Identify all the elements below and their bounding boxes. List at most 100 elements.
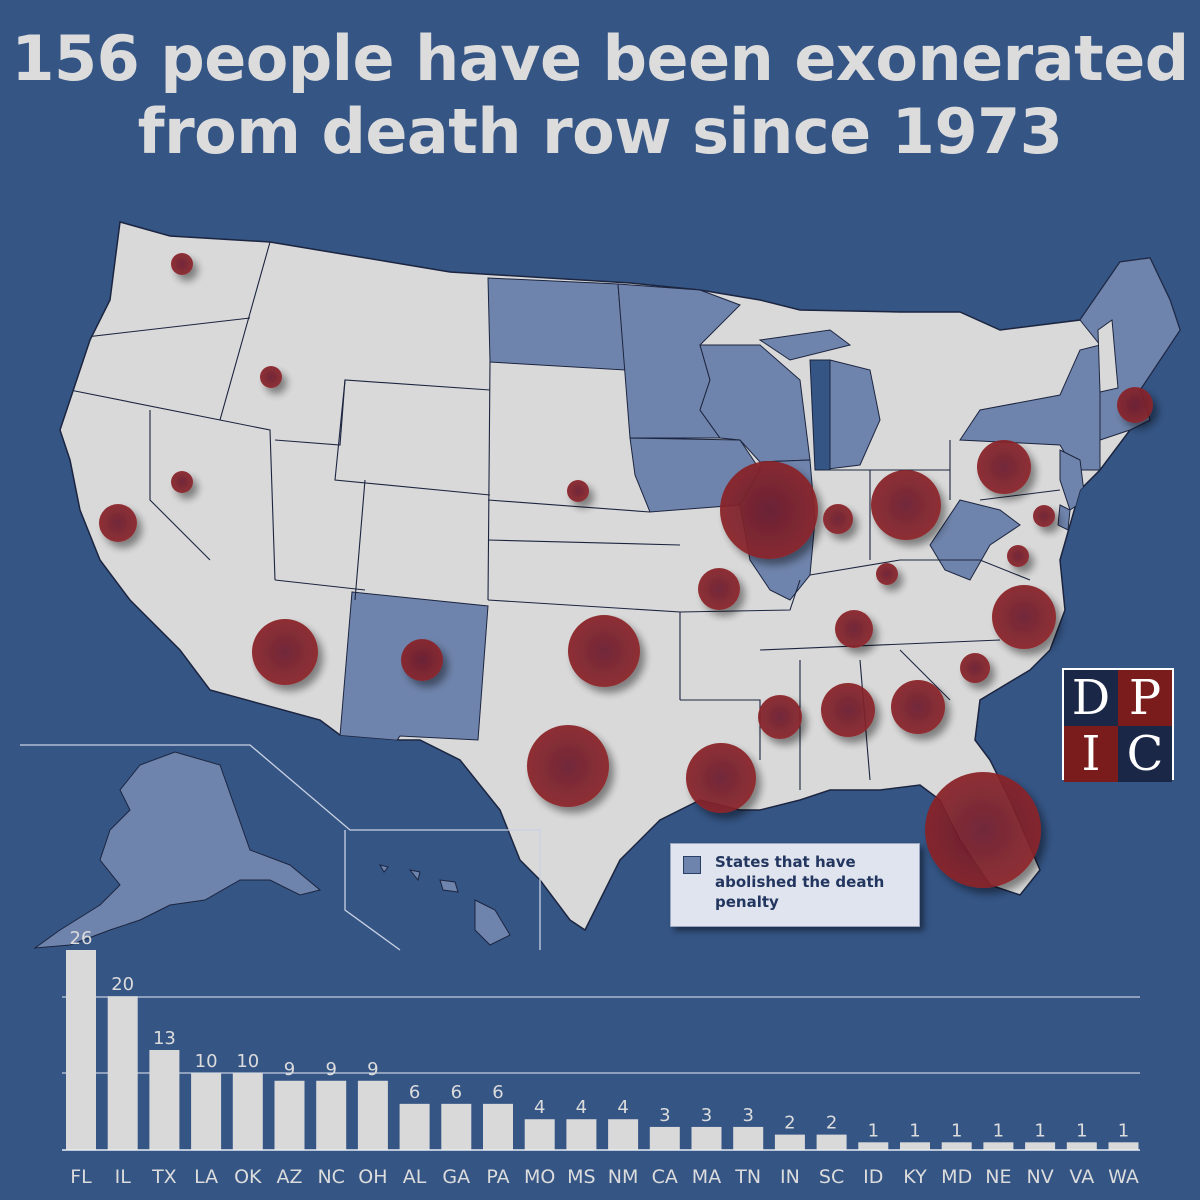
category-label-fl: FL [70,1166,92,1188]
state-north-dakota [487,277,626,371]
bar-md [941,1142,972,1150]
category-label-la: LA [194,1166,218,1188]
category-label-wa: WA [1108,1166,1139,1188]
value-label-ok: 10 [236,1051,259,1072]
category-label-oh: OH [358,1166,387,1188]
dpic-logo: D P I C [1062,668,1174,782]
category-label-pa: PA [486,1166,509,1188]
value-label-la: 10 [195,1051,218,1072]
category-label-ky: KY [903,1166,927,1188]
logo-letter-d: D [1064,670,1118,726]
value-label-ca: 3 [659,1105,670,1126]
bar-va [1066,1142,1097,1150]
bubble-wa [171,253,193,275]
value-label-wa: 1 [1118,1120,1129,1141]
legend-label: States that have abolished the death pen… [715,853,885,911]
bubble-la [686,743,756,813]
value-label-tn: 3 [742,1105,753,1126]
category-label-nc: NC [317,1166,344,1188]
value-label-nc: 9 [325,1059,336,1080]
bar-fl [66,950,96,1150]
state-alaska [33,751,322,949]
category-label-tn: TN [734,1166,761,1188]
alaska-hawaii [20,744,541,951]
exoneration-bubbles [99,253,1153,888]
bubble-ky [876,563,898,585]
bar-ne [983,1142,1014,1150]
bar-ca [649,1126,680,1150]
value-label-il: 20 [111,974,134,995]
value-label-ma: 3 [701,1105,712,1126]
value-label-fl: 26 [70,928,93,949]
category-label-ca: CA [652,1166,678,1188]
bar-mo [524,1119,555,1150]
bar-ms [566,1119,597,1150]
value-label-ky: 1 [909,1120,920,1141]
bubble-ok [568,615,640,687]
bubble-al [821,683,875,737]
bar-ok [232,1073,263,1150]
bubble-nc [992,585,1056,649]
bar-tx [149,1050,180,1150]
value-label-md: 1 [951,1120,962,1141]
category-label-il: IL [115,1166,132,1188]
bar-la [191,1073,222,1150]
bar-pa [483,1103,513,1150]
bar-id [858,1142,889,1150]
bubble-mo [698,568,740,610]
bubble-nv [171,471,193,493]
value-label-pa: 6 [492,1082,503,1103]
bubble-tn [835,610,873,648]
state-hawaii [378,864,511,946]
category-label-mo: MO [524,1166,555,1188]
bubble-id [260,366,282,388]
category-label-sc: SC [819,1166,844,1188]
bar-tn [733,1126,764,1150]
bubble-ma [1117,387,1153,423]
value-label-ms: 4 [576,1097,587,1118]
category-label-ga: GA [442,1166,470,1188]
bubble-ms [758,695,802,739]
category-label-nm: NM [608,1166,639,1188]
value-label-id: 1 [868,1120,879,1141]
bars: 26FL20IL13TX10LA10OK9AZ9NC9OH6AL6GA6PA4M… [62,928,1140,1188]
bubble-ga [891,680,945,734]
value-label-oh: 9 [367,1059,378,1080]
state-new-hampshire [1097,319,1119,393]
logo-letter-i: I [1064,726,1118,782]
bubble-fl [925,772,1041,888]
bar-il [107,996,138,1150]
category-label-az: AZ [276,1166,302,1188]
value-label-ga: 6 [451,1082,462,1103]
bar-ga [441,1103,472,1150]
bar-nc [316,1080,347,1150]
bubble-ca [99,504,137,542]
category-label-va: VA [1069,1166,1094,1188]
category-label-ok: OK [234,1166,262,1188]
category-label-id: ID [863,1166,883,1188]
bubble-va [1007,545,1029,567]
value-label-nv: 1 [1034,1120,1045,1141]
state-wisconsin [699,344,811,463]
bar-ky [900,1142,930,1150]
category-label-tx: TX [151,1166,177,1188]
category-label-ms: MS [567,1166,595,1188]
lake-michigan [809,359,831,471]
bubble-sc [960,653,990,683]
value-label-al: 6 [409,1082,420,1103]
logo-letter-p: P [1118,670,1172,726]
bar-chart: 26FL20IL13TX10LA10OK9AZ9NC9OH6AL6GA6PA4M… [62,928,1140,1188]
state-borders [60,241,1061,790]
bar-wa [1108,1142,1139,1150]
page-title: 156 people have been exonerated from dea… [11,22,1189,168]
bubble-il [720,461,818,559]
value-label-va: 1 [1076,1120,1087,1141]
category-label-nv: NV [1026,1166,1053,1188]
bar-in [774,1134,805,1150]
bubble-az [252,619,318,685]
bubble-oh [871,470,941,540]
bar-al [399,1103,430,1150]
map-legend: States that have abolished the death pen… [670,843,920,927]
value-label-ne: 1 [993,1120,1004,1141]
bar-nm [608,1119,639,1150]
